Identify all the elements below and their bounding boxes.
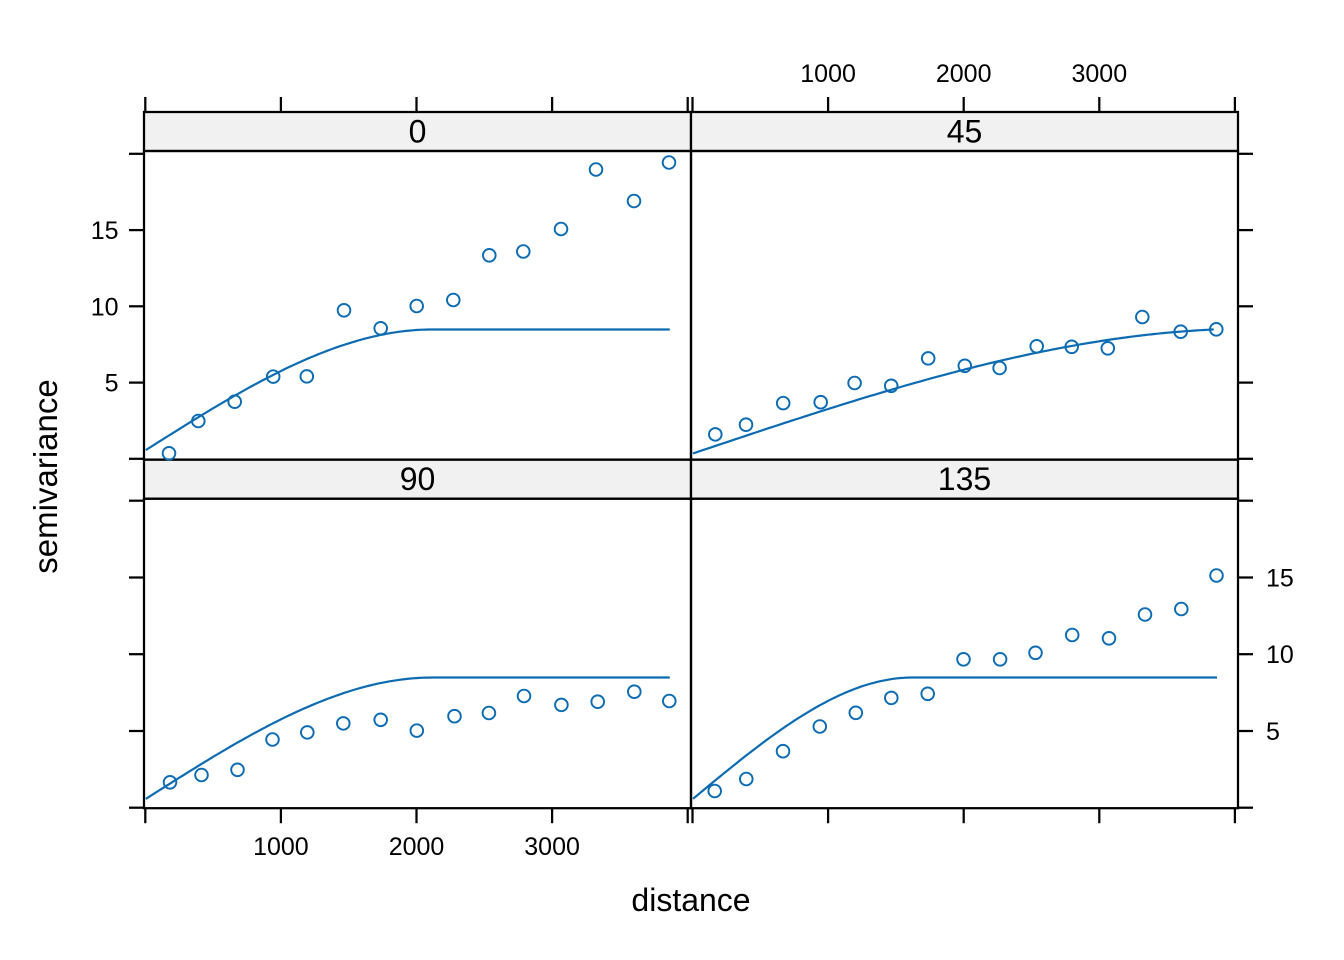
svg-text:3000: 3000 (1071, 60, 1127, 88)
svg-text:2000: 2000 (936, 60, 992, 88)
svg-text:1000: 1000 (253, 833, 309, 861)
svg-text:45: 45 (947, 114, 983, 150)
svg-text:2000: 2000 (389, 833, 445, 861)
svg-text:1000: 1000 (800, 60, 856, 88)
svg-text:3000: 3000 (524, 833, 580, 861)
svg-text:distance: distance (631, 882, 750, 918)
svg-text:0: 0 (409, 114, 427, 150)
svg-text:5: 5 (1266, 718, 1280, 746)
svg-text:semivariance: semivariance (27, 379, 64, 573)
svg-text:90: 90 (400, 461, 436, 497)
svg-text:15: 15 (1266, 565, 1294, 593)
svg-text:5: 5 (105, 370, 119, 398)
svg-text:15: 15 (91, 217, 119, 245)
svg-text:10: 10 (91, 293, 119, 321)
svg-text:135: 135 (938, 461, 991, 497)
svg-text:10: 10 (1266, 641, 1294, 669)
